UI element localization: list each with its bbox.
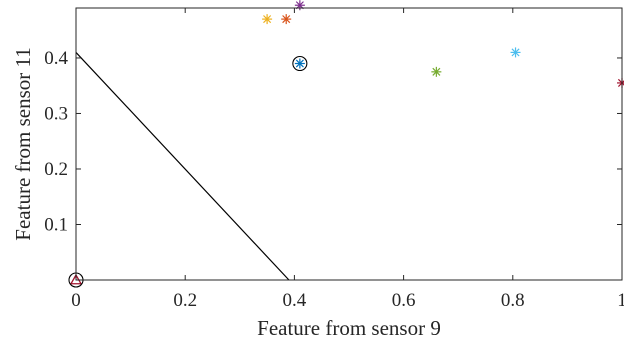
y-tick-label: 0.3 — [44, 103, 68, 124]
x-tick-label: 0.4 — [283, 290, 307, 311]
x-tick-label: 0.6 — [392, 290, 416, 311]
asterisk-point-3-0 — [294, 58, 305, 69]
asterisk-point-0-0 — [262, 14, 273, 25]
axis-ticks: 0 0.2 0.4 0.6 0.8 1 0.1 0.2 0.3 0.4 — [44, 8, 624, 311]
asterisk-point-4-0 — [431, 66, 442, 77]
asterisk-point-2-0 — [294, 0, 305, 11]
plot-area — [76, 8, 622, 280]
y-tick-label: 0.2 — [44, 159, 68, 180]
y-tick-label: 0.4 — [44, 48, 68, 69]
axes-box — [75, 7, 623, 281]
x-tick-label: 0 — [71, 290, 81, 311]
x-tick-label: 0.2 — [173, 290, 197, 311]
y-tick-label: 0.1 — [44, 214, 68, 235]
circled-point-0 — [292, 55, 308, 72]
asterisk-point-1-0 — [281, 14, 292, 25]
x-axis-title: Feature from sensor 9 — [257, 316, 441, 340]
x-tick-label: 0.8 — [501, 290, 525, 311]
y-axis-title: Feature from sensor 11 — [11, 47, 35, 240]
data-marks — [68, 0, 624, 288]
asterisk-point-5-0 — [510, 47, 521, 58]
decision-line-0 — [75, 51, 290, 281]
x-tick-label: 1 — [617, 290, 624, 311]
triangle-point-7-0 — [69, 273, 83, 285]
